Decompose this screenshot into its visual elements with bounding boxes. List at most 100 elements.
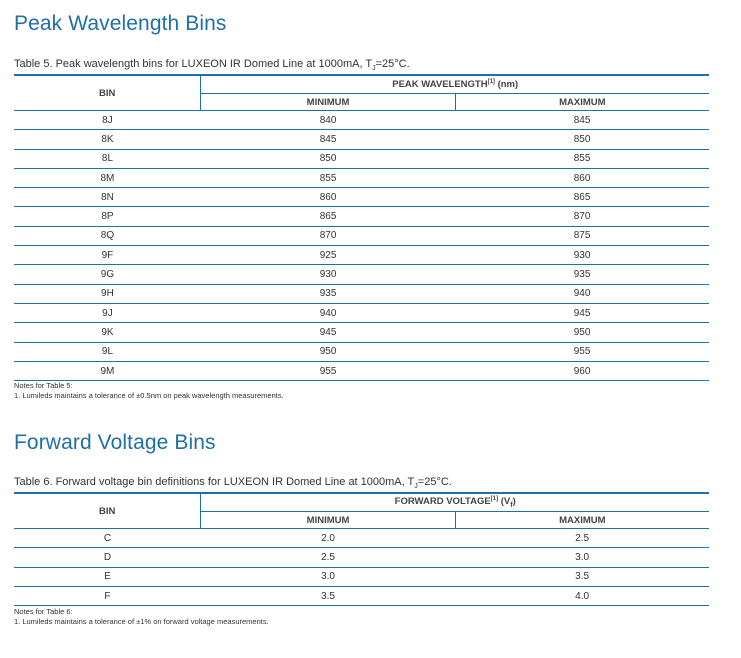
minimum-cell: 860: [200, 187, 456, 208]
minimum-cell: 865: [200, 206, 456, 227]
minimum-cell: 940: [200, 303, 456, 324]
maximum-cell: 960: [455, 361, 709, 382]
section-heading-peak-wavelength: Peak Wavelength Bins: [14, 12, 227, 35]
maximum-cell: 850: [455, 129, 709, 150]
minimum-cell: 930: [200, 264, 456, 285]
peak-wavelength-table: BIN PEAK WAVELENGTH[1] (nm) MINIMUM MAXI…: [14, 74, 709, 382]
caption-subscript: J: [372, 65, 376, 73]
maximum-cell: 955: [455, 342, 709, 362]
table-row: F 3.5 4.0: [14, 586, 709, 607]
minimum-cell: 3.0: [200, 567, 456, 587]
bin-cell: C: [14, 528, 201, 549]
minimum-cell: 840: [200, 110, 456, 131]
group-header-unit: (nm): [494, 79, 519, 91]
minimum-column-header: MINIMUM: [200, 511, 456, 529]
notes-title: Notes for Table 6:: [14, 607, 73, 616]
bin-cell: D: [14, 547, 201, 568]
forward-voltage-table-body: C 2.0 2.5 D 2.5 3.0 E 3.0 3.5 F 3.5 4.0: [14, 528, 709, 607]
minimum-cell: 925: [200, 245, 456, 266]
section-heading-forward-voltage: Forward Voltage Bins: [14, 431, 216, 454]
bin-cell: 9L: [14, 342, 201, 362]
table-row: 8N 860 865: [14, 187, 709, 208]
table-row: C 2.0 2.5: [14, 528, 709, 549]
footnote-ref: [1]: [490, 495, 499, 502]
peak-wavelength-table-body: 8J 840 845 8K 845 850 8L 850 855 8M 855 860 8N 860 865…: [14, 110, 709, 382]
bin-cell: 8N: [14, 187, 201, 208]
bin-cell: 9G: [14, 264, 201, 285]
table-row: 8Q 870 875: [14, 226, 709, 247]
maximum-cell: 930: [455, 245, 709, 266]
table-row: 8J 840 845: [14, 110, 709, 131]
bin-cell: 8L: [14, 149, 201, 169]
group-header-unit: (V: [498, 496, 511, 508]
table-row: 9M 955 960: [14, 361, 709, 382]
minimum-cell: 935: [200, 284, 456, 304]
minimum-cell: 955: [200, 361, 456, 382]
unit-subscript: f: [510, 502, 513, 510]
table-row: 9G 930 935: [14, 264, 709, 285]
minimum-cell: 845: [200, 129, 456, 150]
bin-cell: 9M: [14, 361, 201, 382]
notes-title: Notes for Table 5:: [14, 381, 73, 390]
maximum-cell: 845: [455, 110, 709, 131]
maximum-column-header: MAXIMUM: [454, 93, 709, 111]
table-row: D 2.5 3.0: [14, 547, 709, 568]
maximum-cell: 935: [455, 264, 709, 285]
table-row: 9K 945 950: [14, 322, 709, 343]
forward-voltage-group-header: FORWARD VOLTAGE[1] (Vf): [200, 492, 709, 512]
bin-cell: 8Q: [14, 226, 201, 247]
maximum-cell: 865: [455, 187, 709, 208]
minimum-cell: 850: [200, 149, 456, 169]
maximum-cell: 860: [455, 168, 709, 189]
minimum-cell: 2.0: [200, 528, 456, 549]
table-row: 9J 940 945: [14, 303, 709, 324]
caption-text-end: =25°C.: [417, 476, 452, 488]
table-5-notes: Notes for Table 5: 1. Lumileds maintains…: [14, 381, 284, 401]
note-item: 1. Lumileds maintains a tolerance of ±0.…: [14, 391, 284, 400]
maximum-cell: 2.5: [455, 528, 709, 549]
bin-cell: E: [14, 567, 201, 587]
maximum-cell: 950: [455, 322, 709, 343]
table-row: 8K 845 850: [14, 129, 709, 150]
maximum-cell: 3.0: [455, 547, 709, 568]
forward-voltage-table: BIN FORWARD VOLTAGE[1] (Vf) MINIMUM MAXI…: [14, 492, 709, 607]
table-row: 9H 935 940: [14, 284, 709, 304]
maximum-cell: 4.0: [455, 586, 709, 607]
minimum-cell: 870: [200, 226, 456, 247]
table-row: 8M 855 860: [14, 168, 709, 189]
minimum-cell: 950: [200, 342, 456, 362]
caption-text: Table 5. Peak wavelength bins for LUXEON…: [14, 58, 373, 70]
minimum-cell: 2.5: [200, 547, 456, 568]
maximum-cell: 940: [455, 284, 709, 304]
maximum-cell: 875: [455, 226, 709, 247]
group-header-unit-end: ): [512, 496, 516, 508]
table-row: 9F 925 930: [14, 245, 709, 266]
bin-cell: 8P: [14, 206, 201, 227]
maximum-cell: 945: [455, 303, 709, 324]
table-row: 8P 865 870: [14, 206, 709, 227]
bin-cell: 9F: [14, 245, 201, 266]
maximum-cell: 3.5: [455, 567, 709, 587]
bin-cell: F: [14, 586, 201, 607]
minimum-cell: 855: [200, 168, 456, 189]
caption-text-end: =25°C.: [375, 58, 410, 70]
maximum-cell: 870: [455, 206, 709, 227]
footnote-ref: [1]: [487, 78, 495, 85]
caption-text: Table 6. Forward voltage bin definitions…: [14, 476, 415, 488]
bin-column-header: BIN: [14, 74, 201, 111]
bin-cell: 8J: [14, 110, 201, 131]
table-6-notes: Notes for Table 6: 1. Lumileds maintains…: [14, 607, 269, 627]
caption-subscript: J: [414, 483, 418, 491]
group-header-text: PEAK WAVELENGTH: [392, 79, 488, 91]
note-item: 1. Lumileds maintains a tolerance of ±1%…: [14, 617, 269, 626]
bin-cell: 9K: [14, 322, 201, 343]
minimum-column-header: MINIMUM: [200, 93, 456, 111]
bin-cell: 9H: [14, 284, 201, 304]
bin-cell: 8M: [14, 168, 201, 189]
table-row: E 3.0 3.5: [14, 567, 709, 587]
maximum-cell: 855: [455, 149, 709, 169]
table-row: 8L 850 855: [14, 149, 709, 169]
table-5-caption: Table 5. Peak wavelength bins for LUXEON…: [14, 58, 410, 72]
minimum-cell: 3.5: [200, 586, 456, 607]
peak-wavelength-group-header: PEAK WAVELENGTH[1] (nm): [200, 74, 709, 94]
